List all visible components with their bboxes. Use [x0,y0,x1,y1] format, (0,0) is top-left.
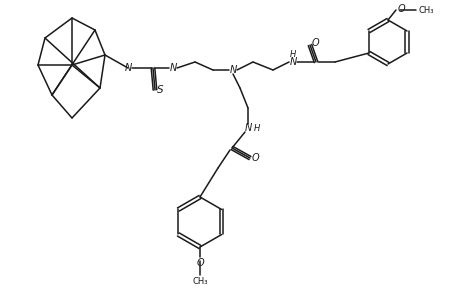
Text: O: O [196,258,203,268]
Text: N: N [169,63,176,73]
Text: CH₃: CH₃ [192,278,207,286]
Text: N: N [289,57,296,67]
Text: S: S [157,85,163,95]
Text: O: O [396,4,404,14]
Text: H: H [253,124,259,133]
Text: N: N [124,63,131,73]
Text: O: O [251,153,258,163]
Text: N: N [244,123,251,133]
Text: CH₃: CH₃ [417,5,433,14]
Text: H: H [289,50,296,58]
Text: N: N [229,65,236,75]
Text: O: O [310,38,318,48]
